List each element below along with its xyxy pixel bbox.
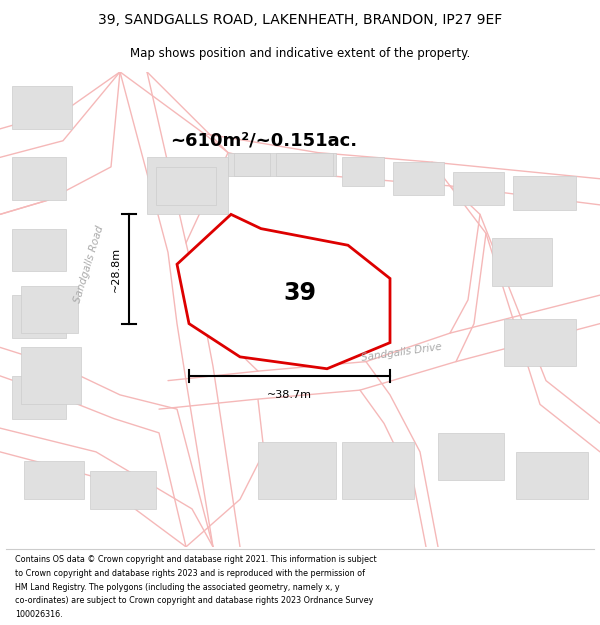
Polygon shape — [24, 461, 84, 499]
Text: Sandgalls Road: Sandgalls Road — [72, 224, 106, 304]
Text: 39: 39 — [284, 281, 317, 305]
Polygon shape — [228, 152, 336, 176]
Polygon shape — [342, 158, 384, 186]
Text: 39, SANDGALLS ROAD, LAKENHEATH, BRANDON, IP27 9EF: 39, SANDGALLS ROAD, LAKENHEATH, BRANDON,… — [98, 13, 502, 27]
Polygon shape — [156, 167, 216, 205]
Polygon shape — [258, 442, 336, 499]
Polygon shape — [21, 348, 81, 404]
Polygon shape — [12, 158, 66, 200]
Polygon shape — [276, 152, 333, 176]
Polygon shape — [12, 295, 66, 338]
Polygon shape — [12, 86, 72, 129]
Polygon shape — [177, 214, 390, 369]
Text: Contains OS data © Crown copyright and database right 2021. This information is : Contains OS data © Crown copyright and d… — [15, 556, 377, 564]
Polygon shape — [12, 376, 66, 419]
Text: 100026316.: 100026316. — [15, 610, 62, 619]
Polygon shape — [438, 433, 504, 481]
Polygon shape — [504, 319, 576, 366]
Polygon shape — [147, 158, 228, 214]
Polygon shape — [12, 229, 66, 271]
Polygon shape — [516, 452, 588, 499]
Text: Map shows position and indicative extent of the property.: Map shows position and indicative extent… — [130, 48, 470, 61]
Text: ~38.7m: ~38.7m — [267, 390, 312, 400]
Polygon shape — [90, 471, 156, 509]
Polygon shape — [492, 238, 552, 286]
Text: ~28.8m: ~28.8m — [111, 246, 121, 291]
Polygon shape — [21, 286, 78, 333]
Text: ~610m²/~0.151ac.: ~610m²/~0.151ac. — [170, 132, 358, 150]
Polygon shape — [342, 442, 414, 499]
Polygon shape — [513, 176, 576, 209]
Polygon shape — [453, 172, 504, 205]
Text: Sandgalls Drive: Sandgalls Drive — [361, 341, 443, 362]
Text: HM Land Registry. The polygons (including the associated geometry, namely x, y: HM Land Registry. The polygons (includin… — [15, 582, 340, 592]
Polygon shape — [393, 162, 444, 196]
Polygon shape — [234, 152, 270, 176]
Text: co-ordinates) are subject to Crown copyright and database rights 2023 Ordnance S: co-ordinates) are subject to Crown copyr… — [15, 596, 373, 606]
Text: to Crown copyright and database rights 2023 and is reproduced with the permissio: to Crown copyright and database rights 2… — [15, 569, 365, 578]
